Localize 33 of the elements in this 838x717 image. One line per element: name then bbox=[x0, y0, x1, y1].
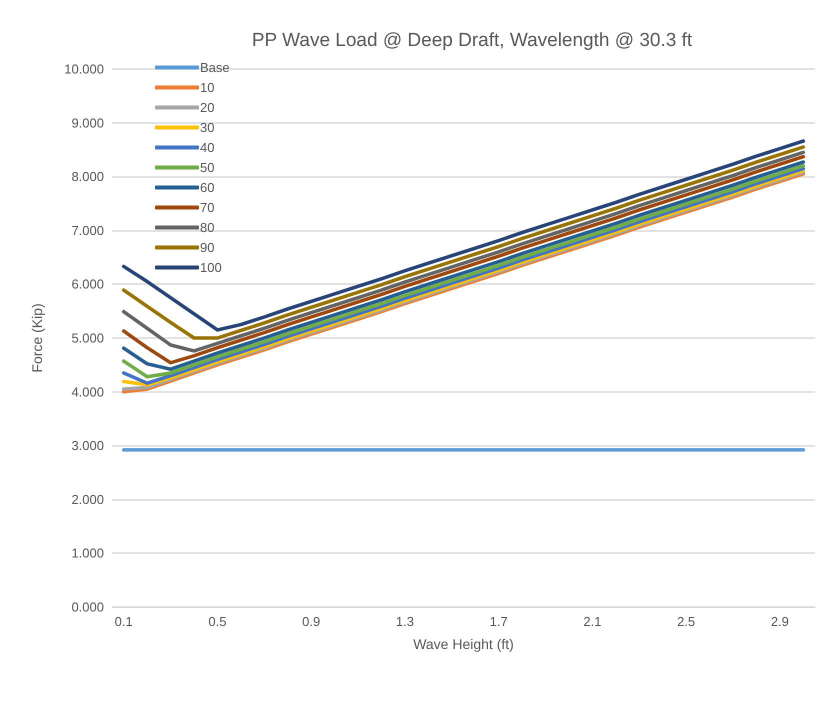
y-tick-label: 2.000 bbox=[71, 492, 104, 507]
x-tick-label: 0.1 bbox=[114, 614, 133, 629]
legend-label: 100 bbox=[200, 260, 222, 275]
legend-label: 90 bbox=[200, 240, 214, 255]
legend-label: 10 bbox=[200, 80, 214, 95]
x-tick-label: 1.3 bbox=[396, 614, 414, 629]
legend-label: 30 bbox=[200, 120, 214, 135]
legend-label: 60 bbox=[200, 180, 214, 195]
legend-label: Base bbox=[200, 60, 230, 75]
y-tick-label: 3.000 bbox=[71, 438, 104, 454]
legend-label: 50 bbox=[200, 160, 214, 175]
x-axis-title: Wave Height (ft) bbox=[413, 636, 514, 652]
x-tick-label: 2.5 bbox=[677, 614, 696, 629]
y-tick-label: 6.000 bbox=[71, 276, 104, 292]
y-tick-label: 4.000 bbox=[71, 384, 104, 400]
x-tick-label: 0.5 bbox=[208, 614, 226, 629]
y-tick-label: 0.000 bbox=[71, 600, 104, 614]
x-tick-label: 0.9 bbox=[302, 614, 320, 629]
y-tick-label: 1.000 bbox=[71, 546, 104, 561]
y-tick-label: 5.000 bbox=[71, 330, 104, 346]
y-tick-label: 7.000 bbox=[71, 222, 104, 238]
legend-label: 40 bbox=[200, 140, 214, 155]
legend-label: 80 bbox=[200, 220, 214, 235]
y-tick-label: 9.000 bbox=[71, 115, 104, 130]
y-tick-label: 8.000 bbox=[71, 169, 104, 184]
chart-title: PP Wave Load @ Deep Draft, Wavelength @ 30.3 ft bbox=[252, 30, 693, 51]
x-tick-label: 2.1 bbox=[583, 614, 602, 629]
legend-label: 20 bbox=[200, 100, 214, 115]
y-axis-title: Force (Kip) bbox=[29, 303, 45, 373]
x-tick-label: 2.9 bbox=[770, 614, 789, 629]
legend-label: 70 bbox=[200, 200, 214, 215]
y-tick-label: 10.000 bbox=[64, 62, 104, 76]
x-tick-label: 1.7 bbox=[490, 614, 508, 629]
